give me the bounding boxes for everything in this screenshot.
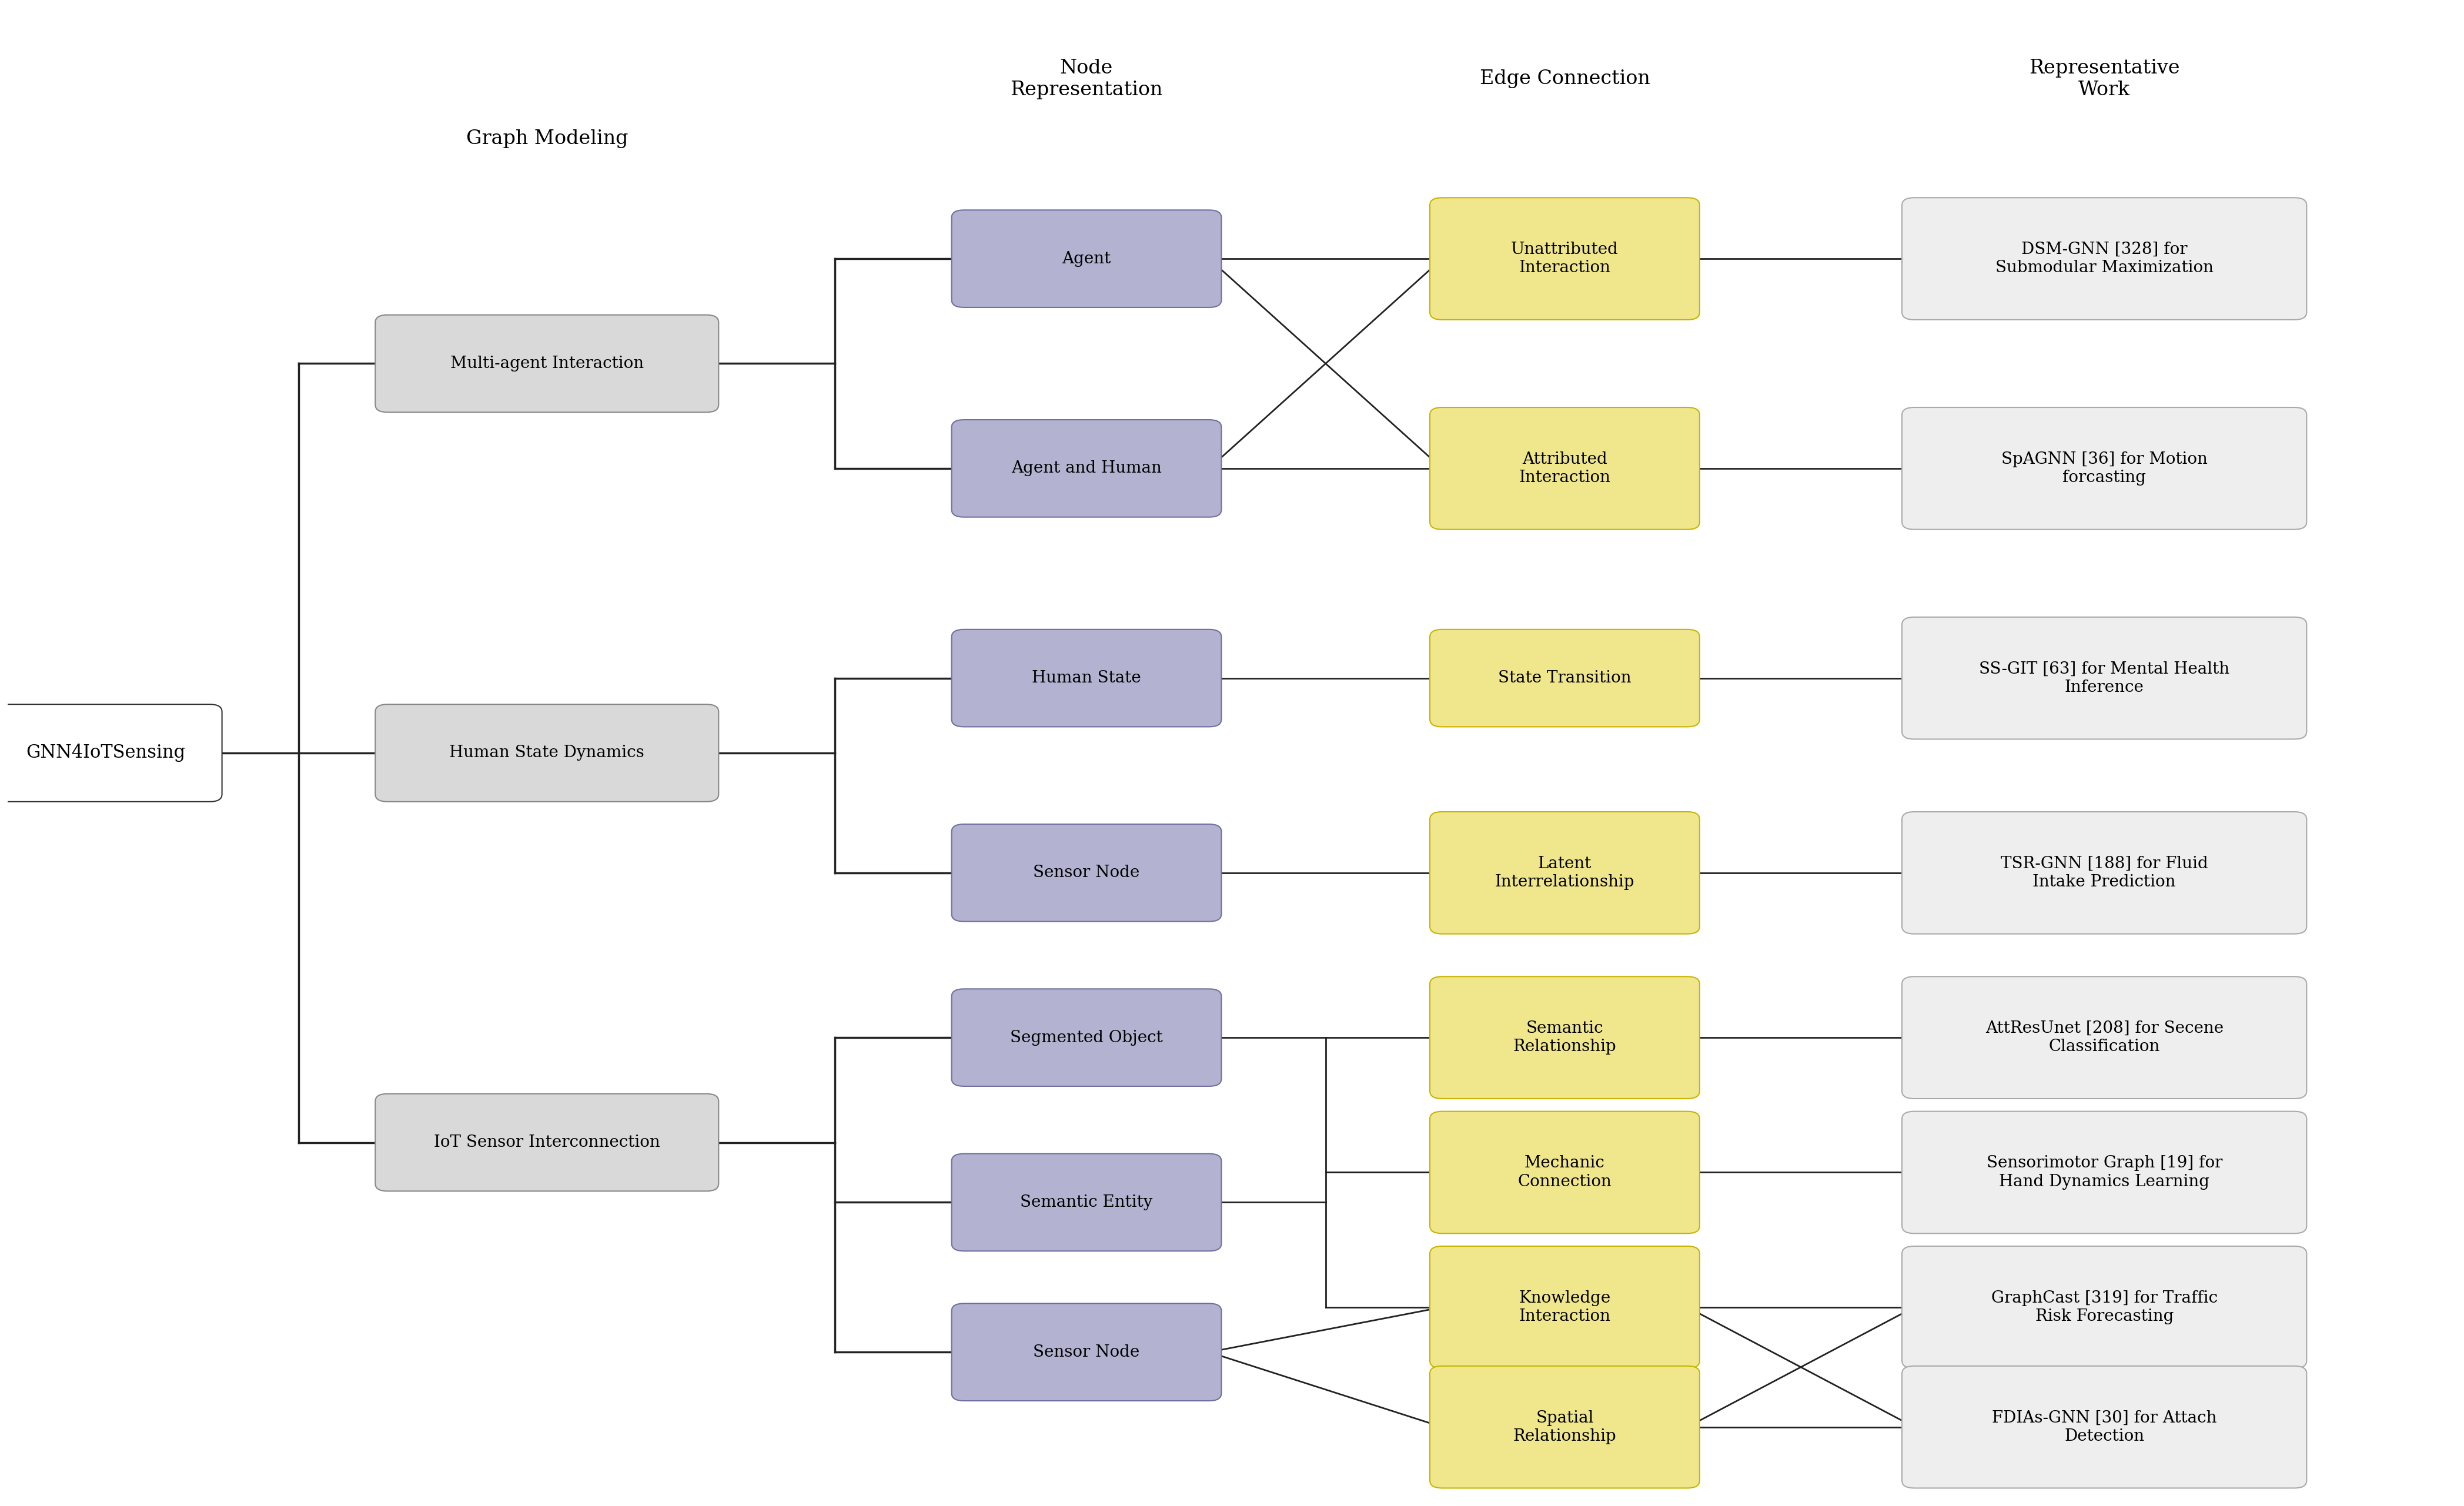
Text: Knowledge
Interaction: Knowledge Interaction <box>1518 1291 1611 1324</box>
FancyBboxPatch shape <box>1429 630 1700 727</box>
Text: Sensor Node: Sensor Node <box>1032 864 1141 881</box>
FancyBboxPatch shape <box>1429 197 1700 319</box>
FancyBboxPatch shape <box>1902 197 2306 319</box>
Text: Representative
Work: Representative Work <box>2028 59 2181 99</box>
Text: Spatial
Relationship: Spatial Relationship <box>1513 1410 1616 1444</box>
Text: TSR-GNN [188] for Fluid
Intake Prediction: TSR-GNN [188] for Fluid Intake Predictio… <box>2001 855 2208 890</box>
FancyBboxPatch shape <box>1902 408 2306 530</box>
Text: GNN4IoTSensing: GNN4IoTSensing <box>25 744 185 762</box>
FancyBboxPatch shape <box>1429 1111 1700 1233</box>
Text: Human State Dynamics: Human State Dynamics <box>448 745 646 761</box>
Text: Semantic Entity: Semantic Entity <box>1020 1194 1153 1211</box>
FancyBboxPatch shape <box>375 1093 719 1191</box>
Text: Graph Modeling: Graph Modeling <box>466 130 628 148</box>
Text: Edge Connection: Edge Connection <box>1478 69 1651 89</box>
Text: IoT Sensor Interconnection: IoT Sensor Interconnection <box>434 1134 660 1151</box>
Text: Attributed
Interaction: Attributed Interaction <box>1518 452 1611 485</box>
FancyBboxPatch shape <box>375 315 719 413</box>
FancyBboxPatch shape <box>0 705 222 801</box>
Text: DSM-GNN [328] for
Submodular Maximization: DSM-GNN [328] for Submodular Maximizatio… <box>1996 241 2213 276</box>
FancyBboxPatch shape <box>375 705 719 801</box>
FancyBboxPatch shape <box>1902 976 2306 1098</box>
FancyBboxPatch shape <box>951 1304 1222 1401</box>
Text: Unattributed
Interaction: Unattributed Interaction <box>1510 241 1619 276</box>
FancyBboxPatch shape <box>1429 1366 1700 1488</box>
Text: Human State: Human State <box>1032 670 1141 687</box>
Text: SpAGNN [36] for Motion
forcasting: SpAGNN [36] for Motion forcasting <box>2001 452 2208 485</box>
FancyBboxPatch shape <box>1902 1111 2306 1233</box>
Text: Multi-agent Interaction: Multi-agent Interaction <box>451 355 643 372</box>
FancyBboxPatch shape <box>1429 812 1700 934</box>
FancyBboxPatch shape <box>951 1154 1222 1251</box>
FancyBboxPatch shape <box>951 209 1222 307</box>
Text: Sensorimotor Graph [19] for
Hand Dynamics Learning: Sensorimotor Graph [19] for Hand Dynamic… <box>1986 1155 2223 1190</box>
Text: Latent
Interrelationship: Latent Interrelationship <box>1496 855 1634 890</box>
Text: Mechanic
Connection: Mechanic Connection <box>1518 1155 1611 1190</box>
FancyBboxPatch shape <box>1902 812 2306 934</box>
FancyBboxPatch shape <box>951 420 1222 517</box>
Text: FDIAs-GNN [30] for Attach
Detection: FDIAs-GNN [30] for Attach Detection <box>1991 1410 2218 1444</box>
Text: State Transition: State Transition <box>1498 670 1631 687</box>
Text: SS-GIT [63] for Mental Health
Inference: SS-GIT [63] for Mental Health Inference <box>1979 661 2230 696</box>
FancyBboxPatch shape <box>951 989 1222 1086</box>
FancyBboxPatch shape <box>1902 617 2306 739</box>
FancyBboxPatch shape <box>1429 976 1700 1098</box>
FancyBboxPatch shape <box>1902 1245 2306 1369</box>
Text: Segmented Object: Segmented Object <box>1010 1030 1163 1045</box>
Text: Semantic
Relationship: Semantic Relationship <box>1513 1021 1616 1054</box>
FancyBboxPatch shape <box>1429 408 1700 530</box>
FancyBboxPatch shape <box>1429 1245 1700 1369</box>
FancyBboxPatch shape <box>951 824 1222 922</box>
FancyBboxPatch shape <box>951 630 1222 727</box>
Text: Agent and Human: Agent and Human <box>1010 461 1161 476</box>
Text: AttResUnet [208] for Secene
Classification: AttResUnet [208] for Secene Classificati… <box>1986 1021 2223 1054</box>
Text: Sensor Node: Sensor Node <box>1032 1345 1141 1360</box>
Text: GraphCast [319] for Traffic
Risk Forecasting: GraphCast [319] for Traffic Risk Forecas… <box>1991 1291 2218 1324</box>
FancyBboxPatch shape <box>1902 1366 2306 1488</box>
Text: Agent: Agent <box>1062 252 1111 267</box>
Text: Node
Representation: Node Representation <box>1010 59 1163 99</box>
